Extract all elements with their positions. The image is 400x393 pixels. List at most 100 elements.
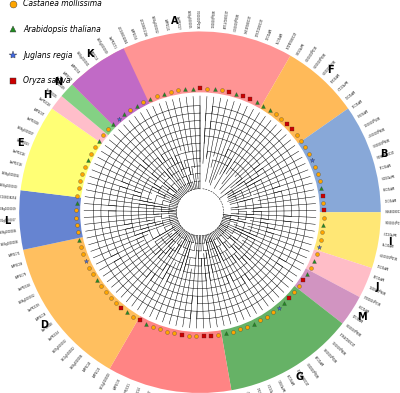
Text: Os07g1000001: Os07g1000001 — [361, 114, 379, 127]
Text: AtPP2C26: AtPP2C26 — [236, 392, 243, 393]
Wedge shape — [72, 48, 199, 211]
Text: Os08g1000007: Os08g1000007 — [366, 125, 385, 137]
Wedge shape — [52, 96, 198, 211]
Text: AtPP2C18: AtPP2C18 — [35, 312, 48, 322]
Text: Os09g1000003: Os09g1000003 — [370, 136, 389, 147]
Text: LOC108025914: LOC108025914 — [339, 330, 356, 345]
Text: AtPP2C07: AtPP2C07 — [32, 107, 44, 117]
Text: AtPP2C72: AtPP2C72 — [8, 251, 21, 258]
Text: Os05g1000005: Os05g1000005 — [186, 10, 191, 29]
Text: LOC108043190: LOC108043190 — [242, 15, 250, 34]
Text: D: D — [40, 320, 48, 331]
Text: Os06g1000003: Os06g1000003 — [306, 360, 320, 377]
Wedge shape — [200, 213, 342, 390]
Text: Os11g1000002: Os11g1000002 — [61, 346, 76, 362]
Text: AtPP2C01: AtPP2C01 — [342, 88, 355, 99]
Text: N: N — [54, 77, 62, 87]
Text: LOC108038254: LOC108038254 — [0, 195, 17, 200]
Text: Os11g1000004: Os11g1000004 — [364, 293, 382, 305]
Text: CmPP2C08: CmPP2C08 — [25, 117, 39, 127]
Text: Os03g1000009: Os03g1000009 — [320, 59, 335, 75]
Text: AtPP2C29: AtPP2C29 — [288, 372, 297, 384]
Text: Os08g1000009: Os08g1000009 — [0, 207, 16, 211]
Text: LOC108001234: LOC108001234 — [297, 366, 311, 384]
Wedge shape — [19, 190, 198, 250]
Text: Os01g1000002: Os01g1000002 — [247, 389, 256, 393]
Text: CmPP2C39: CmPP2C39 — [28, 303, 42, 313]
Text: Os08g1000002: Os08g1000002 — [18, 293, 36, 305]
Text: AtPP2C65: AtPP2C65 — [356, 107, 368, 117]
Text: AtPP2C43: AtPP2C43 — [83, 360, 94, 372]
Text: CmPP2C14: CmPP2C14 — [134, 386, 142, 393]
Text: Os05g1000002: Os05g1000002 — [150, 15, 158, 34]
Text: AtPP2C53: AtPP2C53 — [129, 28, 137, 41]
Text: AtPP2C78: AtPP2C78 — [381, 241, 394, 246]
Text: J: J — [376, 283, 379, 292]
Text: Os10g1000009: Os10g1000009 — [379, 251, 398, 259]
Text: Os06g1000007: Os06g1000007 — [144, 389, 153, 393]
Text: CmPP2C28: CmPP2C28 — [37, 97, 51, 108]
Text: CmPP2C34: CmPP2C34 — [258, 386, 266, 393]
Text: Os11g1000000: Os11g1000000 — [100, 372, 112, 390]
Wedge shape — [72, 31, 290, 211]
Text: AtPP2C32: AtPP2C32 — [349, 97, 362, 108]
Text: Os07g1000002: Os07g1000002 — [52, 338, 68, 354]
Text: AtPP2C52: AtPP2C52 — [376, 262, 389, 269]
Text: G: G — [295, 372, 303, 382]
Text: Os06g1000008: Os06g1000008 — [0, 241, 19, 247]
Text: Os05g1000008: Os05g1000008 — [156, 392, 164, 393]
Text: CmPP2C61: CmPP2C61 — [278, 377, 288, 391]
Text: AtPP2C41: AtPP2C41 — [263, 28, 271, 41]
Text: AtPP2C21: AtPP2C21 — [163, 19, 169, 31]
Text: LOC108032084: LOC108032084 — [116, 26, 127, 45]
Text: AtPP2C55: AtPP2C55 — [69, 63, 80, 75]
Text: AtPP2C31: AtPP2C31 — [383, 196, 396, 200]
Text: Os09g1000004: Os09g1000004 — [1, 171, 20, 179]
Text: AtPP2C33: AtPP2C33 — [113, 377, 122, 390]
Text: CmPP2C16: CmPP2C16 — [8, 161, 22, 168]
Text: Os01g1000007: Os01g1000007 — [0, 219, 16, 223]
Text: AtPP2C08: AtPP2C08 — [382, 184, 395, 189]
Text: CmPP2C54: CmPP2C54 — [48, 330, 61, 342]
Text: LOC108044424: LOC108044424 — [283, 31, 295, 50]
Text: AtPP2C46: AtPP2C46 — [372, 272, 385, 280]
Text: Os09g1000006: Os09g1000006 — [0, 230, 17, 235]
Text: Os09g1000001: Os09g1000001 — [368, 283, 387, 294]
Text: CmPP2C31: CmPP2C31 — [123, 382, 132, 393]
Text: Os10g1000000: Os10g1000000 — [302, 44, 316, 61]
Text: H: H — [43, 90, 51, 100]
Text: CmPP2C27: CmPP2C27 — [174, 16, 180, 30]
Text: Os04g1000008: Os04g1000008 — [346, 321, 363, 335]
Text: Os10g1000004: Os10g1000004 — [198, 10, 202, 28]
Text: E: E — [17, 138, 24, 148]
Text: CmPP2C63: CmPP2C63 — [15, 138, 30, 147]
Wedge shape — [202, 108, 381, 212]
Text: Juglans regia: Juglans regia — [23, 51, 73, 59]
Text: Os06g1000006: Os06g1000006 — [70, 353, 85, 370]
Text: L: L — [4, 216, 11, 226]
Text: CmPP2C71: CmPP2C71 — [107, 36, 117, 50]
Text: CmPP2C58: CmPP2C58 — [17, 283, 32, 292]
Text: AtPP2C03: AtPP2C03 — [358, 303, 371, 312]
Wedge shape — [202, 213, 372, 297]
Text: B: B — [380, 149, 387, 159]
Text: CmPP2C12: CmPP2C12 — [335, 78, 348, 91]
Wedge shape — [202, 213, 360, 323]
Circle shape — [188, 200, 212, 224]
Text: Os01g1000006: Os01g1000006 — [324, 346, 339, 362]
Text: F: F — [327, 65, 334, 75]
Text: AtPP2C79: AtPP2C79 — [15, 272, 28, 280]
Text: LOC108011106: LOC108011106 — [138, 18, 148, 37]
Text: LOC108012340: LOC108012340 — [252, 18, 262, 37]
Text: Arabidopsis thaliana: Arabidopsis thaliana — [23, 25, 101, 34]
Text: AtPP2C48: AtPP2C48 — [315, 353, 326, 365]
Text: Os02g1000009: Os02g1000009 — [311, 51, 326, 68]
Text: LOC108027148: LOC108027148 — [220, 10, 226, 30]
Text: AtPP2C40: AtPP2C40 — [352, 312, 365, 322]
Wedge shape — [201, 56, 348, 211]
Text: AtPP2C74: AtPP2C74 — [273, 32, 282, 45]
Text: AtPP2C64: AtPP2C64 — [328, 71, 339, 83]
Text: AtPP2C73: AtPP2C73 — [61, 71, 72, 83]
Text: Os02g1000003: Os02g1000003 — [231, 13, 238, 31]
Text: Os08g1000001: Os08g1000001 — [332, 338, 348, 354]
